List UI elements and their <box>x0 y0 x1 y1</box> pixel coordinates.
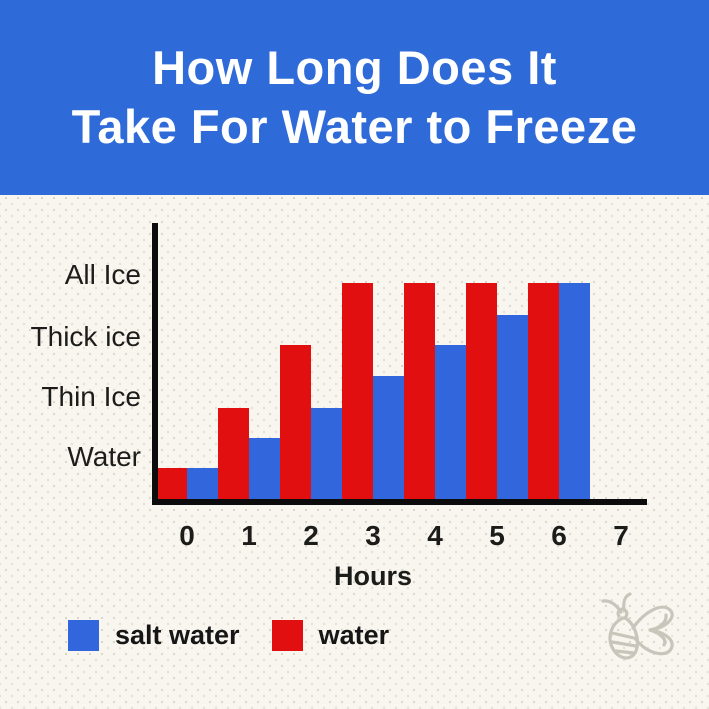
bar-water-hour-4 <box>404 283 435 499</box>
legend-swatch-icon <box>271 620 303 651</box>
legend-swatch-icon <box>68 620 99 651</box>
y-axis-label: All Ice <box>64 259 141 290</box>
bar-salt-water-hour-5 <box>497 315 528 499</box>
bar-water-hour-6 <box>528 283 559 499</box>
x-axis-tick-label: 6 <box>551 520 567 551</box>
legend: salt water water <box>68 620 389 651</box>
bar-salt-water-hour-4 <box>435 345 466 499</box>
legend-item: water <box>271 620 390 651</box>
page-title-line2: Take For Water to Freeze <box>71 99 638 153</box>
bar-water-hour-0 <box>156 468 187 499</box>
legend-label: water <box>318 620 390 650</box>
legend-item: salt water <box>68 620 240 651</box>
bar-water-hour-1 <box>218 408 249 499</box>
header-banner: How Long Does It Take For Water to Freez… <box>0 0 709 195</box>
x-axis-tick-label: 1 <box>241 520 257 551</box>
y-axis-label: Water <box>67 441 141 472</box>
page-title-line1: How Long Does It <box>152 40 557 94</box>
y-axis-line <box>152 223 158 505</box>
x-axis-tick-label: 4 <box>427 520 443 551</box>
x-axis-tick-label: 0 <box>179 520 195 551</box>
bar-salt-water-hour-0 <box>187 468 218 499</box>
x-axis-tick-label: 7 <box>613 520 629 551</box>
y-axis-label: Thin Ice <box>41 381 141 412</box>
legend-label: salt water <box>115 620 240 650</box>
x-axis-tick-label: 3 <box>365 520 381 551</box>
bar-salt-water-hour-3 <box>373 376 404 499</box>
x-axis-title: Hours <box>333 561 412 591</box>
x-axis-tick-label: 2 <box>303 520 319 551</box>
bar-salt-water-hour-1 <box>249 438 280 499</box>
bar-water-hour-5 <box>466 283 497 499</box>
bar-salt-water-hour-2 <box>311 408 342 499</box>
bar-water-hour-3 <box>342 283 373 499</box>
bee-logo-icon <box>601 592 674 660</box>
x-axis-tick-label: 5 <box>489 520 505 551</box>
bar-salt-water-hour-6 <box>559 283 590 499</box>
y-axis-label: Thick ice <box>30 321 141 352</box>
bar-water-hour-2 <box>280 345 311 499</box>
x-axis-line <box>152 499 647 505</box>
